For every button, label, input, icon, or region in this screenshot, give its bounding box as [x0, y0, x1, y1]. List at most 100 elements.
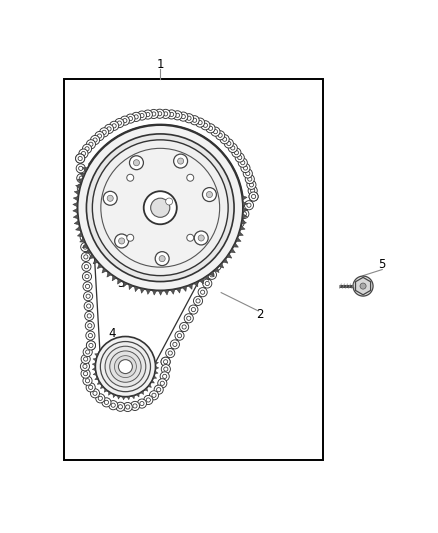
- Circle shape: [78, 125, 243, 290]
- Circle shape: [130, 156, 143, 169]
- Circle shape: [131, 401, 140, 410]
- Circle shape: [81, 354, 90, 364]
- Polygon shape: [241, 220, 247, 224]
- Polygon shape: [177, 288, 181, 293]
- Circle shape: [152, 112, 156, 116]
- Circle shape: [189, 305, 198, 314]
- Polygon shape: [97, 381, 101, 384]
- Circle shape: [235, 218, 244, 227]
- Circle shape: [89, 343, 93, 348]
- Circle shape: [228, 238, 233, 242]
- Circle shape: [116, 402, 125, 411]
- Circle shape: [155, 252, 169, 265]
- Circle shape: [173, 342, 177, 346]
- Circle shape: [93, 391, 97, 395]
- Circle shape: [110, 351, 141, 382]
- Circle shape: [86, 294, 90, 298]
- Circle shape: [88, 385, 93, 390]
- Circle shape: [115, 234, 129, 248]
- Polygon shape: [73, 196, 78, 201]
- Polygon shape: [153, 376, 157, 378]
- Circle shape: [187, 174, 194, 181]
- Circle shape: [213, 130, 218, 134]
- Circle shape: [86, 341, 95, 350]
- Polygon shape: [141, 391, 144, 394]
- Polygon shape: [134, 286, 139, 292]
- Circle shape: [79, 176, 83, 180]
- Circle shape: [194, 231, 208, 245]
- Polygon shape: [78, 232, 83, 237]
- Text: 3: 3: [117, 277, 125, 290]
- Polygon shape: [155, 366, 159, 369]
- Circle shape: [247, 180, 256, 189]
- Circle shape: [162, 374, 167, 378]
- Text: 1: 1: [156, 58, 164, 70]
- Circle shape: [93, 138, 97, 142]
- Polygon shape: [78, 179, 83, 183]
- Circle shape: [81, 215, 86, 220]
- Circle shape: [127, 235, 134, 241]
- Circle shape: [161, 357, 170, 366]
- Circle shape: [91, 135, 99, 144]
- Circle shape: [131, 112, 141, 122]
- Polygon shape: [95, 354, 98, 357]
- Circle shape: [170, 112, 173, 117]
- Circle shape: [240, 209, 249, 219]
- Circle shape: [244, 166, 247, 170]
- Polygon shape: [104, 389, 107, 392]
- Circle shape: [224, 139, 233, 148]
- Polygon shape: [146, 289, 151, 294]
- Circle shape: [235, 153, 244, 162]
- Polygon shape: [92, 363, 95, 366]
- Circle shape: [249, 192, 258, 201]
- Circle shape: [161, 365, 170, 374]
- Circle shape: [182, 325, 186, 329]
- Circle shape: [83, 235, 87, 239]
- Circle shape: [118, 360, 132, 374]
- Circle shape: [84, 255, 88, 259]
- Circle shape: [173, 154, 187, 168]
- Polygon shape: [113, 394, 116, 398]
- Circle shape: [158, 111, 162, 116]
- Circle shape: [243, 169, 252, 178]
- Circle shape: [251, 195, 256, 199]
- Circle shape: [238, 156, 242, 160]
- Polygon shape: [95, 377, 99, 380]
- Circle shape: [220, 135, 229, 144]
- Circle shape: [80, 232, 89, 242]
- Circle shape: [86, 331, 95, 340]
- Circle shape: [179, 112, 188, 121]
- Circle shape: [81, 243, 90, 252]
- Polygon shape: [152, 290, 157, 295]
- Circle shape: [89, 142, 93, 147]
- Circle shape: [79, 149, 88, 158]
- Circle shape: [109, 401, 118, 410]
- Polygon shape: [102, 268, 107, 273]
- Polygon shape: [73, 214, 78, 219]
- Circle shape: [219, 255, 223, 260]
- Circle shape: [126, 114, 135, 123]
- Polygon shape: [93, 259, 98, 264]
- Circle shape: [134, 160, 139, 166]
- Circle shape: [88, 334, 92, 338]
- Circle shape: [194, 296, 203, 305]
- Circle shape: [87, 304, 91, 308]
- Circle shape: [80, 196, 85, 200]
- Circle shape: [83, 376, 92, 385]
- Circle shape: [95, 336, 155, 397]
- Circle shape: [134, 115, 138, 119]
- Circle shape: [201, 290, 205, 294]
- Circle shape: [149, 391, 159, 400]
- Circle shape: [215, 264, 219, 268]
- Circle shape: [154, 385, 163, 394]
- Circle shape: [206, 124, 215, 133]
- Circle shape: [100, 342, 151, 392]
- Circle shape: [102, 130, 106, 134]
- Polygon shape: [151, 380, 155, 383]
- Circle shape: [88, 324, 92, 328]
- Circle shape: [85, 350, 90, 354]
- Polygon shape: [73, 208, 78, 213]
- Circle shape: [118, 405, 123, 409]
- Text: 5: 5: [378, 258, 386, 271]
- Circle shape: [195, 118, 205, 127]
